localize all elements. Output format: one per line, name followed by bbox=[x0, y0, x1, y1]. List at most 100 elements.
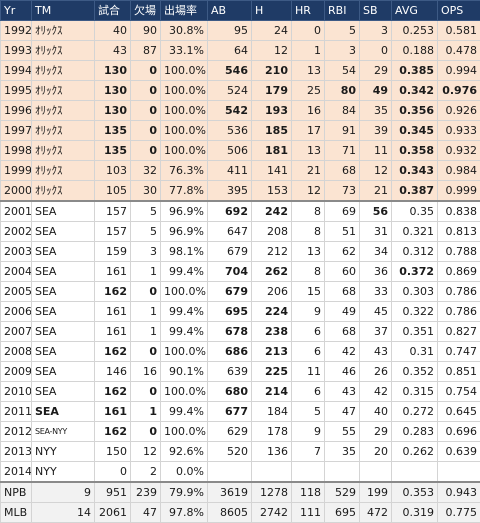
cell-at-bats: 677 bbox=[208, 402, 252, 422]
cell-team: SEA bbox=[32, 322, 95, 342]
cell-rbi: 695 bbox=[325, 503, 360, 523]
cell-ops: 0.943 bbox=[438, 482, 480, 503]
cell-rbi: 68 bbox=[325, 322, 360, 342]
column-header-home-runs[interactable]: HR bbox=[292, 1, 325, 21]
cell-team: ｵﾘｯｸｽ bbox=[32, 21, 95, 41]
cell-games: 135 bbox=[95, 121, 131, 141]
cell-appearance-rate: 99.4% bbox=[161, 322, 208, 342]
cell-home-runs: 25 bbox=[292, 81, 325, 101]
cell-rbi: 55 bbox=[325, 422, 360, 442]
cell-missed: 12 bbox=[131, 442, 161, 462]
cell-hits: 141 bbox=[252, 161, 292, 181]
cell-missed: 0 bbox=[131, 61, 161, 81]
cell-appearance-rate: 100.0% bbox=[161, 282, 208, 302]
cell-appearance-rate: 100.0% bbox=[161, 101, 208, 121]
cell-team: ｵﾘｯｸｽ bbox=[32, 181, 95, 202]
cell-ops: 0.639 bbox=[438, 442, 480, 462]
cell-hits: 225 bbox=[252, 362, 292, 382]
cell-appearance-rate: 79.9% bbox=[161, 482, 208, 503]
cell-avg: 0.272 bbox=[392, 402, 438, 422]
cell-at-bats: 506 bbox=[208, 141, 252, 161]
cell-appearance-rate: 100.0% bbox=[161, 61, 208, 81]
cell-year: 1992 bbox=[1, 21, 32, 41]
cell-home-runs: 16 bbox=[292, 101, 325, 121]
cell-games: 161 bbox=[95, 262, 131, 282]
cell-team: SEA bbox=[32, 342, 95, 362]
cell-games: 0 bbox=[95, 462, 131, 483]
cell-at-bats: 679 bbox=[208, 282, 252, 302]
cell-year: 2011 bbox=[1, 402, 32, 422]
cell-hits: 1278 bbox=[252, 482, 292, 503]
cell-ops: 0.786 bbox=[438, 302, 480, 322]
cell-avg: 0.358 bbox=[392, 141, 438, 161]
column-header-stolen-bases[interactable]: SB bbox=[360, 1, 392, 21]
cell-avg: 0.345 bbox=[392, 121, 438, 141]
cell-hits: 212 bbox=[252, 242, 292, 262]
cell-ops: 0.775 bbox=[438, 503, 480, 523]
cell-games: 157 bbox=[95, 222, 131, 242]
column-header-appearance-rate[interactable]: 出場率 bbox=[161, 1, 208, 21]
column-header-team[interactable]: TM bbox=[32, 1, 95, 21]
cell-hits: 206 bbox=[252, 282, 292, 302]
cell-home-runs: 6 bbox=[292, 342, 325, 362]
column-header-games[interactable]: 試合 bbox=[95, 1, 131, 21]
cell-team: SEA bbox=[32, 262, 95, 282]
column-header-avg[interactable]: AVG bbox=[392, 1, 438, 21]
cell-team: ｵﾘｯｸｽ bbox=[32, 141, 95, 161]
cell-ops: 0.926 bbox=[438, 101, 480, 121]
cell-appearance-rate: 96.9% bbox=[161, 222, 208, 242]
cell-hits: 136 bbox=[252, 442, 292, 462]
cell-ops: 0.984 bbox=[438, 161, 480, 181]
cell-home-runs: 8 bbox=[292, 201, 325, 222]
column-header-hits[interactable]: H bbox=[252, 1, 292, 21]
cell-appearance-rate: 33.1% bbox=[161, 41, 208, 61]
cell-rbi: 54 bbox=[325, 61, 360, 81]
column-header-ops[interactable]: OPS bbox=[438, 1, 480, 21]
cell-year: 2001 bbox=[1, 201, 32, 222]
cell-year: 2013 bbox=[1, 442, 32, 462]
column-header-at-bats[interactable]: AB bbox=[208, 1, 252, 21]
cell-year: 1997 bbox=[1, 121, 32, 141]
cell-games: 2061 bbox=[95, 503, 131, 523]
cell-hits: 210 bbox=[252, 61, 292, 81]
cell-home-runs: 9 bbox=[292, 302, 325, 322]
cell-year: 2008 bbox=[1, 342, 32, 362]
cell-home-runs: 13 bbox=[292, 141, 325, 161]
cell-ops: 0.478 bbox=[438, 41, 480, 61]
cell-stolen-bases: 35 bbox=[360, 101, 392, 121]
cell-home-runs: 8 bbox=[292, 222, 325, 242]
cell-appearance-rate: 97.8% bbox=[161, 503, 208, 523]
cell-rbi: 91 bbox=[325, 121, 360, 141]
cell-avg: 0.35 bbox=[392, 201, 438, 222]
cell-missed: 30 bbox=[131, 181, 161, 202]
column-header-rbi[interactable]: RBI bbox=[325, 1, 360, 21]
cell-appearance-rate: 96.9% bbox=[161, 201, 208, 222]
cell-hits: 181 bbox=[252, 141, 292, 161]
table-header: Yr TM 試合 欠場 出場率 AB H HR RBI SB AVG OPS bbox=[1, 1, 480, 21]
column-header-missed[interactable]: 欠場 bbox=[131, 1, 161, 21]
cell-team: ｵﾘｯｸｽ bbox=[32, 101, 95, 121]
cell-at-bats: 680 bbox=[208, 382, 252, 402]
cell-missed: 0 bbox=[131, 121, 161, 141]
cell-avg: 0.372 bbox=[392, 262, 438, 282]
column-header-year[interactable]: Yr bbox=[1, 1, 32, 21]
cell-missed: 87 bbox=[131, 41, 161, 61]
cell-team: ｵﾘｯｸｽ bbox=[32, 41, 95, 61]
cell-home-runs: 118 bbox=[292, 482, 325, 503]
cell-rbi: 529 bbox=[325, 482, 360, 503]
cell-appearance-rate: 77.8% bbox=[161, 181, 208, 202]
cell-avg: 0.322 bbox=[392, 302, 438, 322]
cell-games: 162 bbox=[95, 422, 131, 442]
cell-appearance-rate: 100.0% bbox=[161, 342, 208, 362]
cell-at-bats: 678 bbox=[208, 322, 252, 342]
cell-missed: 47 bbox=[131, 503, 161, 523]
cell-rbi bbox=[325, 462, 360, 483]
cell-ops bbox=[438, 462, 480, 483]
cell-games: 150 bbox=[95, 442, 131, 462]
cell-home-runs: 13 bbox=[292, 61, 325, 81]
